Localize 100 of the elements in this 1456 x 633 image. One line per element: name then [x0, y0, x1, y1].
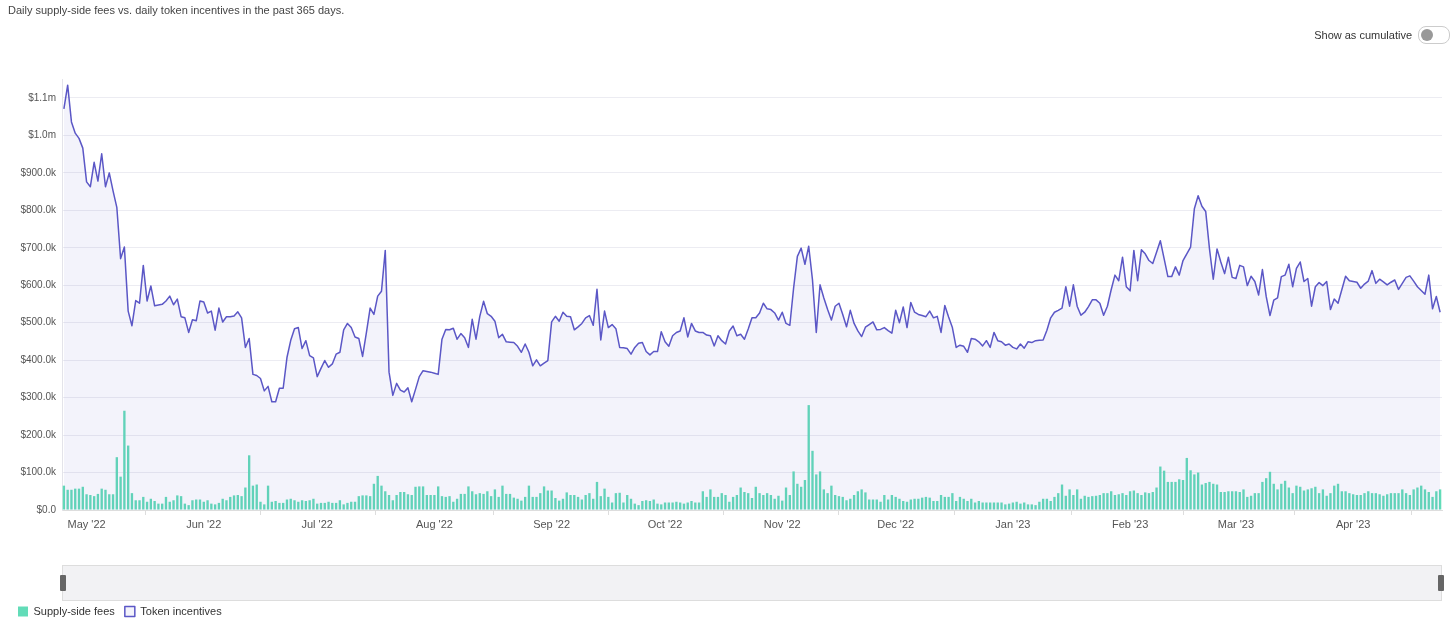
bar — [346, 502, 349, 510]
x-tick-label: Jan '23 — [995, 517, 1031, 530]
bar — [792, 471, 795, 510]
bar — [1091, 496, 1094, 510]
bar — [743, 492, 746, 510]
bar — [648, 501, 652, 510]
bar — [157, 503, 160, 510]
bar — [225, 500, 228, 510]
bar — [429, 495, 432, 510]
bar — [584, 495, 587, 510]
bar — [1049, 501, 1052, 510]
y-tick-label: $900.0k — [20, 166, 57, 178]
bar — [1310, 488, 1313, 510]
bar — [637, 505, 640, 510]
bar — [1416, 487, 1419, 510]
bar — [709, 489, 712, 510]
bar — [1193, 474, 1196, 510]
bar — [1174, 481, 1177, 510]
bar — [399, 492, 402, 510]
bar — [535, 496, 538, 510]
bar — [134, 500, 137, 510]
bar — [1261, 481, 1264, 510]
legend-label: Supply-side fees — [33, 604, 116, 617]
bar — [588, 493, 591, 510]
x-tick-label: Oct '22 — [647, 517, 683, 530]
bar — [1170, 481, 1173, 510]
bar — [486, 491, 489, 510]
bar — [1053, 496, 1056, 510]
bar — [1435, 491, 1438, 510]
bar — [467, 486, 470, 510]
bar — [104, 489, 107, 510]
bar — [1314, 486, 1317, 510]
x-tick-label: Sep '22 — [533, 517, 571, 530]
text: Show as cumulative — [1314, 29, 1412, 41]
bar — [342, 504, 345, 510]
bar — [153, 501, 156, 510]
bar — [520, 500, 523, 510]
bar — [1144, 492, 1147, 510]
bar — [1140, 495, 1143, 510]
bar — [1026, 504, 1030, 510]
x-tick-label: Nov '22 — [763, 517, 801, 530]
y-tick-label: $200.0k — [20, 428, 57, 440]
bar — [894, 496, 897, 510]
bar — [361, 495, 364, 510]
bar — [936, 501, 939, 510]
legend-label: Token incentives — [140, 604, 223, 617]
bar — [516, 498, 519, 510]
bar — [395, 495, 398, 510]
bar — [176, 495, 179, 510]
x-tick-label: Mar '23 — [1217, 517, 1255, 530]
bar — [331, 502, 334, 510]
bar — [1397, 493, 1400, 510]
bar — [179, 496, 183, 510]
bar — [1242, 489, 1245, 510]
bar — [206, 500, 209, 510]
bar — [414, 486, 417, 510]
bar — [932, 501, 935, 510]
bar — [724, 495, 727, 510]
bar — [1159, 466, 1162, 510]
bar — [977, 501, 981, 510]
bar — [1208, 481, 1211, 510]
bar — [1030, 504, 1033, 510]
bar — [671, 502, 674, 510]
bar — [123, 410, 126, 510]
bar — [1378, 494, 1381, 510]
bar — [1068, 489, 1071, 510]
bar — [947, 496, 950, 510]
bar — [1106, 493, 1109, 510]
bar — [501, 485, 504, 510]
bar — [1382, 495, 1385, 510]
bar — [1102, 493, 1105, 510]
bar — [845, 500, 848, 510]
bar — [66, 489, 69, 510]
bar — [293, 500, 296, 510]
bar — [365, 495, 368, 510]
bar — [830, 485, 833, 510]
bar — [1223, 492, 1226, 510]
bar — [1000, 502, 1003, 510]
bar — [550, 490, 553, 510]
bar — [357, 496, 360, 510]
bar — [263, 504, 266, 510]
bar — [1136, 493, 1139, 510]
bar — [440, 496, 444, 510]
bar — [308, 500, 311, 510]
x-tick-label: Dec '22 — [877, 517, 915, 530]
bar — [641, 501, 644, 510]
y-tick-label: $600.0k — [20, 278, 57, 290]
bar — [1227, 491, 1230, 510]
bar — [138, 500, 141, 510]
bar — [1121, 493, 1124, 510]
bar — [213, 504, 217, 510]
bar — [739, 487, 742, 510]
bar — [210, 503, 213, 510]
bar — [191, 500, 194, 510]
bar — [690, 501, 693, 510]
bar — [1087, 496, 1090, 510]
y-tick-label: $800.0k — [20, 204, 57, 216]
bar — [1363, 493, 1366, 510]
bar — [300, 500, 304, 510]
y-tick-label: $500.0k — [20, 316, 57, 328]
